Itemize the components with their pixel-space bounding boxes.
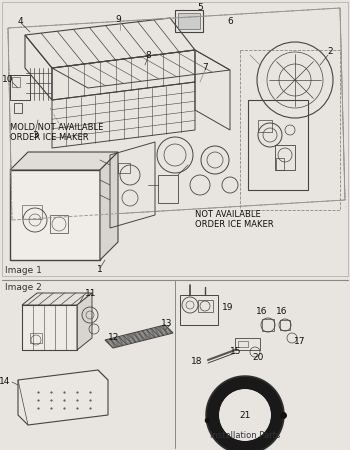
Text: 20: 20 (252, 354, 263, 363)
Text: 14: 14 (0, 378, 10, 387)
Bar (238, 341, 248, 347)
Bar (22, 305, 77, 350)
Text: 16: 16 (276, 307, 288, 316)
Text: 19: 19 (222, 303, 233, 312)
Bar (198, 300, 213, 312)
Bar (10, 170, 100, 260)
Text: 15: 15 (230, 347, 242, 356)
Text: Installation Parts: Installation Parts (210, 431, 280, 440)
Bar (248, 100, 308, 190)
Bar (10, 75, 30, 100)
Bar (12, 77, 20, 87)
Circle shape (219, 389, 271, 441)
Text: 18: 18 (190, 357, 202, 366)
Circle shape (207, 377, 283, 450)
Text: 16: 16 (256, 307, 268, 316)
Bar (276, 158, 284, 170)
Bar (178, 13, 200, 29)
Bar (175, 10, 203, 32)
Polygon shape (100, 152, 118, 260)
Polygon shape (10, 152, 118, 170)
Text: 6: 6 (227, 18, 233, 27)
Bar (30, 333, 42, 343)
Text: 5: 5 (197, 4, 203, 13)
Bar (275, 145, 295, 170)
Text: 7: 7 (202, 63, 208, 72)
Bar (280, 320, 290, 330)
Polygon shape (77, 293, 92, 350)
Bar (180, 295, 218, 325)
Bar (258, 120, 272, 132)
Text: 21: 21 (239, 410, 251, 419)
Text: 17: 17 (294, 338, 306, 346)
Text: 3: 3 (32, 130, 38, 140)
Text: NOT AVAILABLE
ORDER ICE MAKER: NOT AVAILABLE ORDER ICE MAKER (195, 210, 274, 230)
Bar (235, 338, 260, 350)
Text: 9: 9 (115, 15, 121, 24)
Bar (262, 319, 274, 331)
Text: 8: 8 (145, 50, 151, 59)
Text: Image 2: Image 2 (5, 283, 42, 292)
Bar (22, 205, 42, 219)
Text: 13: 13 (161, 319, 172, 328)
Text: 4: 4 (17, 18, 23, 27)
Text: 12: 12 (108, 333, 119, 342)
Polygon shape (22, 293, 92, 305)
Text: 1: 1 (97, 266, 103, 274)
Bar (240, 50, 340, 210)
Bar (50, 215, 68, 233)
Polygon shape (18, 370, 108, 425)
Bar (2, 2, 348, 276)
Text: 10: 10 (2, 76, 14, 85)
Bar (14, 103, 22, 113)
Text: Image 1: Image 1 (5, 266, 42, 275)
Text: MOLD NOT AVAILABLE
ORDER ICE MAKER: MOLD NOT AVAILABLE ORDER ICE MAKER (10, 123, 103, 142)
Text: 11: 11 (85, 288, 97, 297)
Text: 2: 2 (327, 48, 333, 57)
Bar (158, 175, 178, 203)
Bar (118, 163, 130, 173)
